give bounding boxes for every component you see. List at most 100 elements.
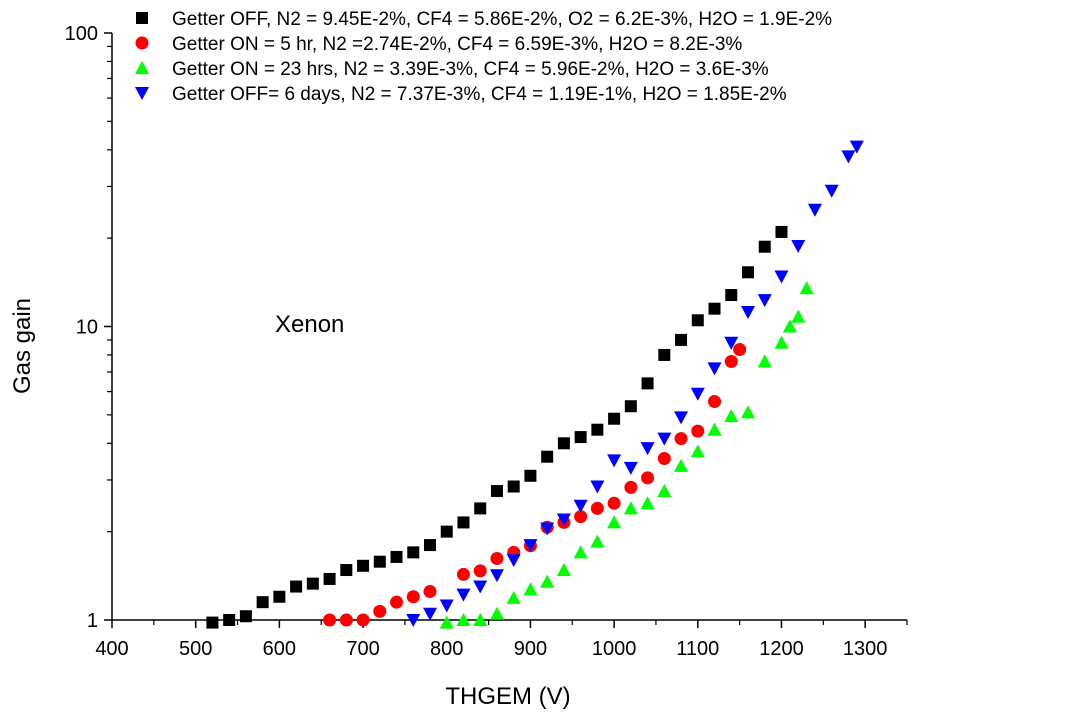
legend-label: Getter ON = 5 hr, N2 =2.74E-2%, CF4 = 6.… bbox=[172, 34, 742, 55]
data-point bbox=[758, 240, 771, 253]
data-point bbox=[556, 563, 571, 577]
data-point bbox=[206, 616, 219, 629]
x-tick-label: 1300 bbox=[843, 638, 888, 660]
data-point bbox=[775, 225, 788, 238]
data-point bbox=[607, 454, 622, 468]
data-point bbox=[290, 580, 303, 593]
data-point bbox=[708, 395, 722, 409]
y-axis-title: Gas gain bbox=[9, 298, 36, 394]
data-point bbox=[473, 613, 488, 626]
data-point bbox=[574, 431, 587, 444]
data-point bbox=[523, 539, 538, 553]
series-3 bbox=[439, 281, 814, 629]
data-point bbox=[439, 599, 454, 613]
data-point bbox=[506, 590, 521, 604]
data-point bbox=[356, 613, 370, 627]
x-axis-title: THGEM (V) bbox=[445, 683, 570, 710]
data-point bbox=[590, 534, 605, 548]
data-point bbox=[774, 270, 789, 284]
legend-marker bbox=[136, 12, 148, 24]
data-point bbox=[390, 550, 403, 563]
series-2 bbox=[323, 342, 747, 627]
data-point bbox=[640, 496, 655, 510]
data-point bbox=[608, 412, 621, 425]
data-point bbox=[540, 522, 555, 536]
data-point bbox=[708, 302, 721, 315]
data-point bbox=[407, 546, 420, 559]
data-point bbox=[733, 342, 747, 356]
series-1 bbox=[206, 225, 788, 629]
data-point bbox=[623, 461, 638, 475]
x-tick-label: 900 bbox=[514, 638, 547, 660]
data-point bbox=[807, 203, 822, 217]
x-tick-label: 800 bbox=[430, 638, 463, 660]
data-point bbox=[573, 499, 588, 513]
data-point bbox=[623, 501, 638, 515]
x-tick-label: 400 bbox=[95, 638, 128, 660]
data-point bbox=[799, 281, 814, 295]
data-point bbox=[506, 554, 521, 568]
data-point bbox=[239, 610, 252, 623]
data-point bbox=[423, 585, 437, 599]
data-point bbox=[323, 572, 336, 585]
data-point bbox=[674, 458, 689, 472]
x-tick-label: 1000 bbox=[592, 638, 637, 660]
y-tick-label: 100 bbox=[65, 23, 98, 45]
annotation-xenon: Xenon bbox=[275, 311, 344, 338]
data-point bbox=[490, 485, 503, 498]
data-point bbox=[657, 452, 671, 466]
legend-label: Getter OFF, N2 = 9.45E-2%, CF4 = 5.86E-2… bbox=[172, 9, 832, 30]
data-point bbox=[557, 437, 570, 450]
data-point bbox=[256, 596, 269, 609]
legend-label: Getter ON = 23 hrs, N2 = 3.39E-3%, CF4 =… bbox=[172, 59, 769, 80]
data-point bbox=[340, 564, 353, 577]
data-point bbox=[674, 411, 689, 425]
data-point bbox=[490, 552, 504, 566]
data-point bbox=[607, 515, 622, 529]
x-tick-label: 1100 bbox=[676, 638, 719, 660]
data-point bbox=[439, 615, 454, 629]
data-point bbox=[424, 539, 436, 552]
data-point bbox=[373, 555, 386, 568]
data-point bbox=[456, 613, 471, 626]
data-point bbox=[273, 590, 286, 603]
legend: Getter OFF, N2 = 9.45E-2%, CF4 = 5.86E-2… bbox=[135, 9, 832, 105]
legend-marker bbox=[135, 61, 149, 74]
data-point bbox=[690, 444, 705, 458]
data-point bbox=[725, 289, 738, 302]
data-point bbox=[574, 510, 588, 524]
data-markers bbox=[206, 140, 864, 629]
data-point bbox=[824, 184, 839, 198]
data-point bbox=[540, 574, 555, 588]
data-point bbox=[640, 442, 655, 456]
data-point bbox=[423, 607, 437, 621]
data-point bbox=[406, 614, 421, 627]
data-point bbox=[724, 336, 739, 350]
data-point bbox=[456, 588, 471, 602]
data-point bbox=[406, 590, 420, 604]
x-tick-label: 700 bbox=[346, 638, 379, 660]
x-tick-label: 500 bbox=[179, 638, 212, 660]
data-point bbox=[657, 484, 672, 498]
data-point bbox=[707, 362, 722, 376]
data-point bbox=[590, 480, 605, 494]
data-point bbox=[849, 140, 864, 154]
data-point bbox=[657, 432, 672, 446]
data-point bbox=[690, 387, 705, 401]
data-point bbox=[323, 613, 337, 627]
data-point bbox=[674, 432, 688, 446]
data-point bbox=[473, 564, 487, 578]
data-point bbox=[591, 423, 604, 436]
x-tick-label: 1200 bbox=[759, 638, 804, 660]
data-point bbox=[658, 348, 671, 361]
data-point bbox=[456, 567, 470, 581]
y-tick-label: 10 bbox=[76, 317, 98, 339]
data-point bbox=[524, 469, 537, 482]
y-axis: 1 10 100 bbox=[65, 23, 112, 632]
data-point bbox=[223, 614, 236, 626]
data-point bbox=[339, 613, 353, 627]
data-point bbox=[573, 545, 588, 559]
x-axis: 400 500 600 700 800 900 1000 1100 1200 1300 bbox=[95, 620, 908, 660]
data-point bbox=[742, 266, 754, 279]
